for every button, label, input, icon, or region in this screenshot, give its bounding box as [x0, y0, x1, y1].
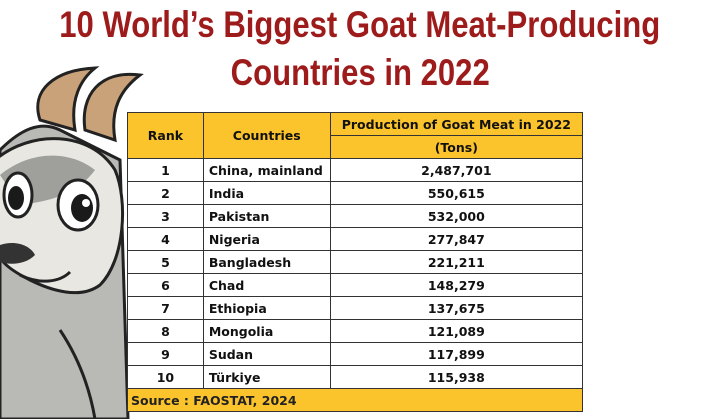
country-cell: Mongolia — [202, 319, 331, 343]
rank-cell: 2 — [127, 181, 204, 205]
table-row: 9 Sudan 117,899 — [127, 342, 584, 366]
table-row: 2 India 550,615 — [127, 181, 584, 205]
column-header: Rank — [127, 112, 204, 159]
rank-cell: 1 — [127, 158, 204, 182]
table-row: 7 Ethiopia 137,675 — [127, 296, 584, 320]
country-cell: Chad — [202, 273, 331, 297]
production-cell: 148,279 — [329, 273, 584, 297]
country-cell: Nigeria — [202, 227, 331, 251]
table-row: 8 Mongolia 121,089 — [127, 319, 584, 343]
production-cell: 221,211 — [329, 250, 584, 274]
title-line: Countries in 2022 — [0, 52, 720, 94]
table-row: 3 Pakistan 532,000 — [127, 204, 584, 228]
rank-cell: 9 — [127, 342, 204, 366]
data-table: Rank Countries Production of Goat Meat i… — [127, 112, 584, 412]
country-cell: Pakistan — [202, 204, 331, 228]
table-row: 5 Bangladesh 221,211 — [127, 250, 584, 274]
table-row: 4 Nigeria 277,847 — [127, 227, 584, 251]
production-cell: 121,089 — [329, 319, 584, 343]
rank-cell: 4 — [127, 227, 204, 251]
production-cell: 532,000 — [329, 204, 584, 228]
column-header: Countries — [202, 112, 331, 159]
production-cell: 137,675 — [329, 296, 584, 320]
title-text: Countries in 2022 — [230, 52, 490, 93]
table-row: 10 Türkiye 115,938 — [127, 365, 584, 389]
rank-cell: 3 — [127, 204, 204, 228]
title-text: 10 World’s Biggest Goat Meat-Producing — [59, 4, 661, 45]
production-cell: 277,847 — [329, 227, 584, 251]
rank-cell: 7 — [127, 296, 204, 320]
country-cell: China, mainland — [202, 158, 331, 182]
rank-cell: 8 — [127, 319, 204, 343]
source-note: Source : FAOSTAT, 2024 — [127, 388, 583, 412]
table-body: 1 China, mainland 2,487,701 2 India 550,615 3 P… — [127, 158, 584, 389]
production-cell: 115,938 — [329, 365, 584, 389]
production-cell: 117,899 — [329, 342, 584, 366]
country-cell: Ethiopia — [202, 296, 331, 320]
rank-cell: 5 — [127, 250, 204, 274]
title-line: 10 World’s Biggest Goat Meat-Producing — [0, 4, 720, 46]
country-cell: Bangladesh — [202, 250, 331, 274]
table-row: 6 Chad 148,279 — [127, 273, 584, 297]
production-cell: 2,487,701 — [329, 158, 584, 182]
unit-header: (Tons) — [329, 135, 584, 159]
production-cell: 550,615 — [329, 181, 584, 205]
rank-cell: 6 — [127, 273, 204, 297]
table-row: 1 China, mainland 2,487,701 — [127, 158, 584, 182]
column-header: Production of Goat Meat in 2022 — [329, 112, 584, 136]
rank-cell: 10 — [127, 365, 204, 389]
country-cell: India — [202, 181, 331, 205]
country-cell: Sudan — [202, 342, 331, 366]
country-cell: Türkiye — [202, 365, 331, 389]
